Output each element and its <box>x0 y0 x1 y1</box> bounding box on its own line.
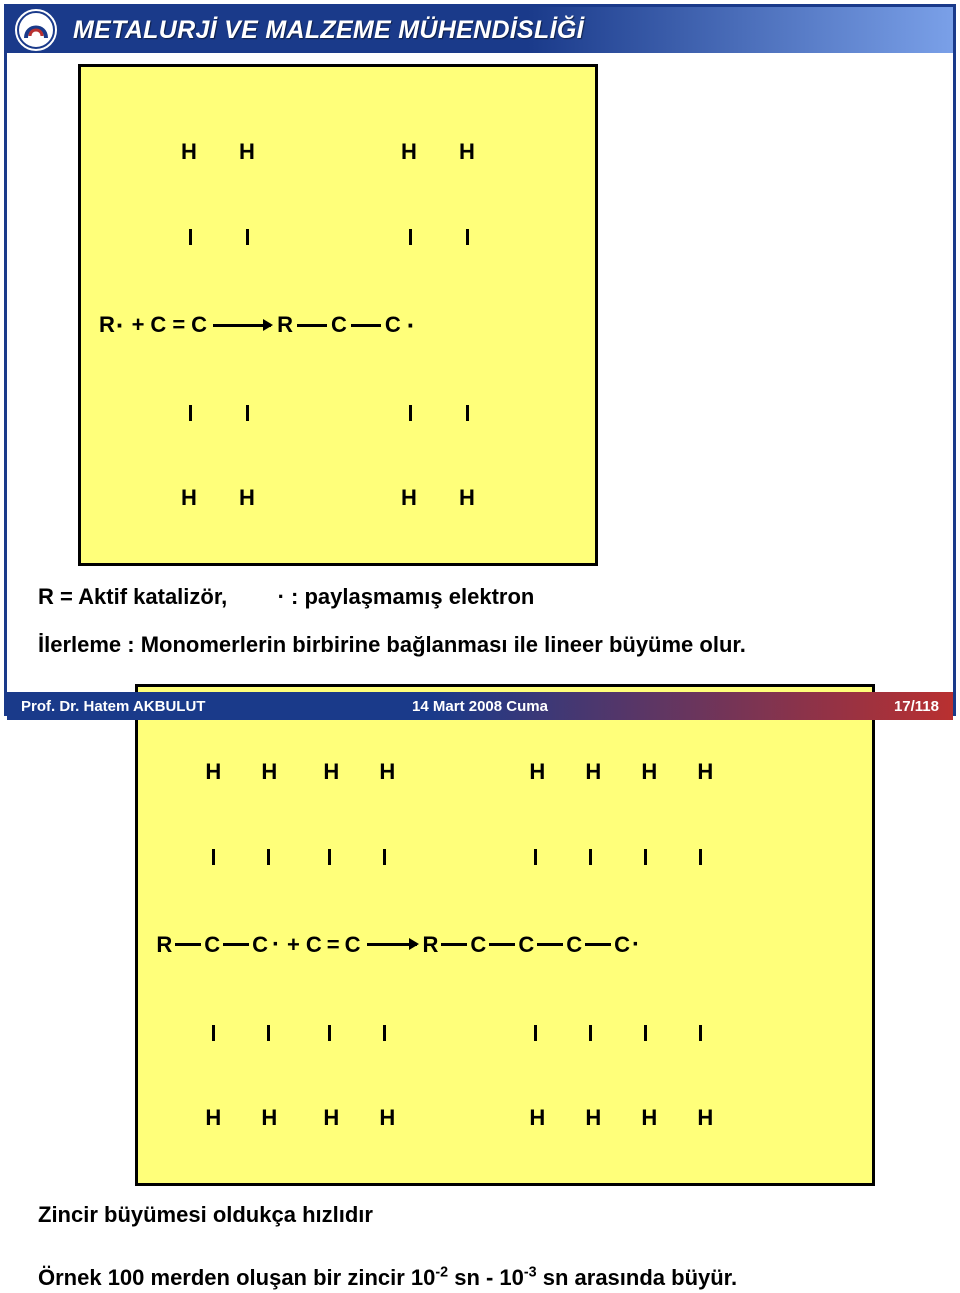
footer-author: Prof. Dr. Hatem AKBULUT <box>21 698 205 715</box>
atom: H <box>395 487 423 509</box>
legend-right: · : paylaşmamış elektron <box>278 584 535 609</box>
atom: H <box>453 487 481 509</box>
reaction-box-2: H H H H H H H H <box>135 684 875 1186</box>
atom: H <box>395 141 423 163</box>
example-line: Örnek 100 merden oluşan bir zincir 10-2 … <box>38 1263 922 1293</box>
reaction-arrow <box>213 324 271 327</box>
reaction-box-1: H H H H R · + C = C R C C <box>78 64 598 566</box>
body-text-1: İlerleme : Monomerlerin birbirine bağlan… <box>38 630 922 660</box>
footer-page: 17/118 <box>894 698 939 715</box>
header-title: METALURJİ VE MALZEME MÜHENDİSLİĞİ <box>73 16 584 45</box>
body-text-2: Zincir büyümesi oldukça hızlıdır <box>38 1200 922 1230</box>
reaction-arrow <box>367 943 417 946</box>
legend-left: R = Aktif katalizör, <box>38 584 227 609</box>
header-bar: METALURJİ VE MALZEME MÜHENDİSLİĞİ <box>7 7 953 53</box>
atom: H <box>233 487 261 509</box>
atom: H <box>233 141 261 163</box>
footer-date: 14 Mart 2008 Cuma <box>412 698 548 715</box>
atom: H <box>175 141 203 163</box>
footer-bar: Prof. Dr. Hatem AKBULUT 14 Mart 2008 Cum… <box>7 692 953 720</box>
chem-text: R <box>99 314 115 336</box>
catalyst-legend: R = Aktif katalizör, · : paylaşmamış ele… <box>38 584 922 610</box>
atom: H <box>453 141 481 163</box>
university-logo <box>13 7 59 53</box>
atom: H <box>175 487 203 509</box>
slide-content: H H H H R · + C = C R C C <box>38 64 922 1293</box>
